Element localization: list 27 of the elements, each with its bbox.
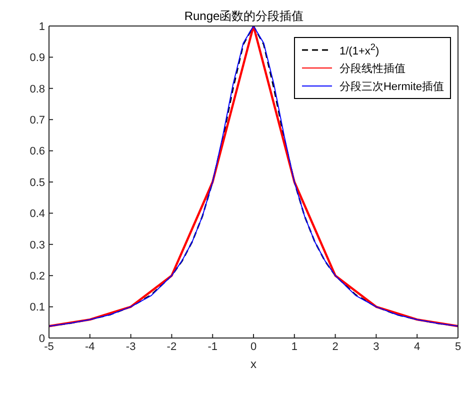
chart-title: Runge函数的分段插值: [184, 9, 304, 23]
x-tick-label: 1: [291, 340, 298, 353]
x-tick-label: -1: [208, 340, 218, 353]
x-tick-label: 0: [250, 340, 257, 353]
x-tick-label: -3: [126, 340, 136, 353]
x-tick-label: 2: [332, 340, 338, 353]
y-tick-label: 0.7: [30, 114, 45, 127]
x-tick-label: 5: [454, 340, 462, 353]
x-tick-label: 3: [373, 340, 380, 353]
y-tick-label: 0.9: [30, 52, 45, 64]
x-tick-label: -5: [44, 340, 54, 353]
y-tick-label: 0.2: [30, 270, 45, 283]
y-tick-label: 0: [38, 332, 45, 345]
y-tick-label: 0.6: [30, 146, 45, 158]
legend-label: 1/(1+x$^{2}$): [339, 42, 380, 58]
y-tick-label: 0.5: [30, 176, 45, 189]
y-tick-label: 0.8: [30, 83, 45, 96]
x-tick-label: -2: [166, 340, 177, 353]
legend-label: 分段线性插值: [339, 62, 406, 76]
x-tick-label: -4: [85, 340, 95, 353]
y-tick-label: 0.3: [30, 239, 45, 252]
legend-label: 分段三次Hermite插值: [339, 80, 444, 94]
y-tick-label: 1: [38, 20, 45, 33]
x-axis-title: x: [250, 357, 256, 371]
x-tick-label: 4: [414, 340, 420, 353]
y-tick-label: 0.1: [30, 302, 45, 314]
y-tick-label: 0.4: [30, 208, 45, 220]
